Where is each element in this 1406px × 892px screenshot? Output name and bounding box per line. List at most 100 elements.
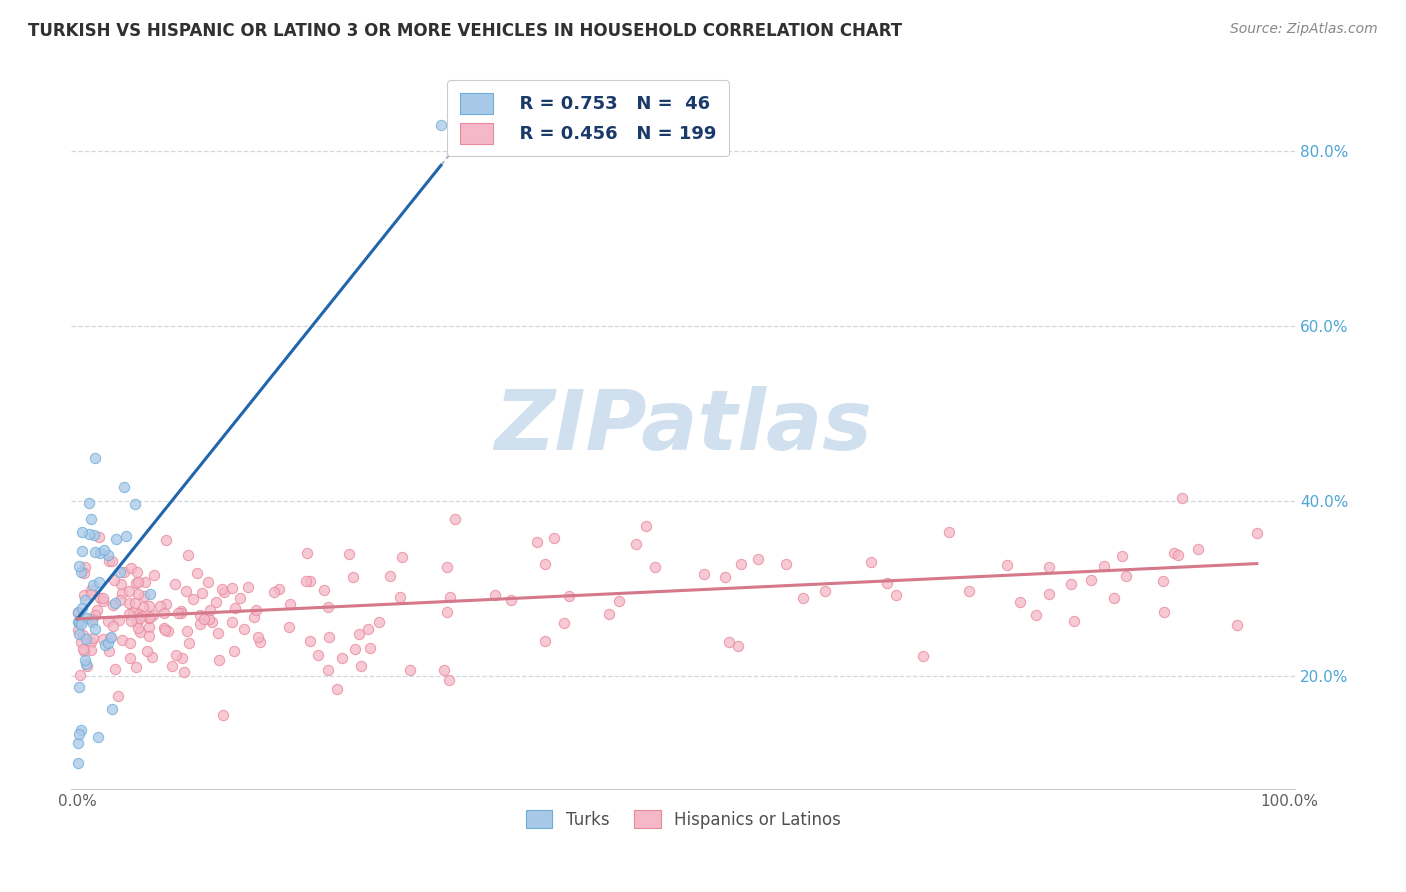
Point bbox=[97, 548, 120, 562]
Point bbox=[357, 622, 380, 636]
Point bbox=[76, 610, 98, 624]
Point bbox=[190, 608, 212, 623]
Point bbox=[186, 566, 208, 580]
Point bbox=[484, 588, 506, 602]
Point bbox=[89, 530, 111, 544]
Point bbox=[1167, 549, 1189, 563]
Point bbox=[380, 569, 402, 583]
Point bbox=[75, 632, 97, 646]
Point bbox=[82, 631, 104, 645]
Legend: Turks, Hispanics or Latinos: Turks, Hispanics or Latinos bbox=[519, 804, 848, 835]
Point bbox=[188, 617, 211, 632]
Point bbox=[129, 625, 152, 640]
Point bbox=[391, 549, 413, 564]
Point bbox=[224, 601, 246, 615]
Point bbox=[997, 558, 1019, 572]
Point bbox=[173, 665, 195, 679]
Point bbox=[714, 570, 737, 584]
Point bbox=[153, 624, 176, 638]
Point bbox=[67, 680, 90, 694]
Point bbox=[307, 648, 329, 662]
Point bbox=[67, 727, 90, 741]
Point bbox=[277, 619, 299, 633]
Point bbox=[436, 560, 458, 574]
Point bbox=[83, 450, 105, 465]
Point bbox=[69, 667, 91, 681]
Point bbox=[1171, 491, 1194, 506]
Point bbox=[80, 583, 103, 598]
Point bbox=[98, 631, 121, 645]
Point bbox=[70, 565, 93, 579]
Point bbox=[814, 584, 837, 599]
Point bbox=[368, 615, 391, 629]
Point bbox=[111, 633, 134, 648]
Point bbox=[108, 566, 131, 580]
Point bbox=[558, 589, 581, 603]
Point bbox=[269, 582, 291, 596]
Point bbox=[156, 624, 179, 639]
Point bbox=[170, 606, 193, 620]
Point bbox=[343, 641, 366, 656]
Point bbox=[138, 611, 160, 625]
Point bbox=[318, 630, 340, 644]
Point bbox=[80, 635, 103, 649]
Point bbox=[72, 628, 94, 642]
Point bbox=[120, 651, 142, 665]
Point bbox=[193, 612, 215, 626]
Point bbox=[430, 118, 453, 132]
Point bbox=[125, 575, 148, 590]
Point bbox=[177, 636, 200, 650]
Point bbox=[138, 620, 160, 634]
Point bbox=[139, 610, 162, 624]
Point bbox=[775, 558, 797, 572]
Point bbox=[104, 662, 127, 676]
Point bbox=[295, 546, 318, 560]
Point bbox=[84, 622, 107, 636]
Point bbox=[118, 596, 141, 610]
Point bbox=[295, 574, 318, 588]
Point bbox=[128, 607, 150, 621]
Point bbox=[138, 629, 160, 643]
Point bbox=[233, 622, 256, 636]
Point bbox=[153, 607, 176, 621]
Point bbox=[318, 600, 340, 615]
Point bbox=[70, 634, 93, 648]
Point bbox=[127, 621, 149, 635]
Point bbox=[1152, 574, 1174, 589]
Point bbox=[105, 533, 128, 547]
Point bbox=[439, 673, 461, 687]
Point bbox=[136, 644, 159, 658]
Point bbox=[142, 607, 165, 622]
Point bbox=[91, 594, 114, 608]
Point bbox=[201, 615, 224, 630]
Point bbox=[1008, 595, 1031, 609]
Point bbox=[312, 582, 335, 597]
Point bbox=[128, 611, 150, 625]
Point bbox=[118, 607, 141, 621]
Point bbox=[155, 533, 177, 547]
Point bbox=[87, 574, 110, 589]
Point bbox=[212, 585, 235, 599]
Point bbox=[326, 681, 349, 696]
Point bbox=[67, 736, 90, 750]
Point bbox=[238, 581, 260, 595]
Point bbox=[122, 605, 145, 619]
Point bbox=[73, 644, 96, 658]
Point bbox=[96, 636, 118, 650]
Point bbox=[163, 576, 186, 591]
Point bbox=[100, 630, 122, 644]
Point bbox=[67, 559, 90, 574]
Point bbox=[118, 583, 141, 598]
Text: TURKISH VS HISPANIC OR LATINO 3 OR MORE VEHICLES IN HOUSEHOLD CORRELATION CHART: TURKISH VS HISPANIC OR LATINO 3 OR MORE … bbox=[28, 22, 903, 40]
Point bbox=[1063, 614, 1085, 628]
Point bbox=[67, 627, 90, 641]
Point bbox=[97, 554, 120, 568]
Point bbox=[120, 636, 142, 650]
Point bbox=[208, 653, 231, 667]
Point bbox=[138, 599, 160, 614]
Point bbox=[80, 642, 103, 657]
Point bbox=[67, 606, 90, 620]
Point bbox=[439, 591, 461, 605]
Point bbox=[103, 574, 125, 588]
Point bbox=[73, 566, 96, 581]
